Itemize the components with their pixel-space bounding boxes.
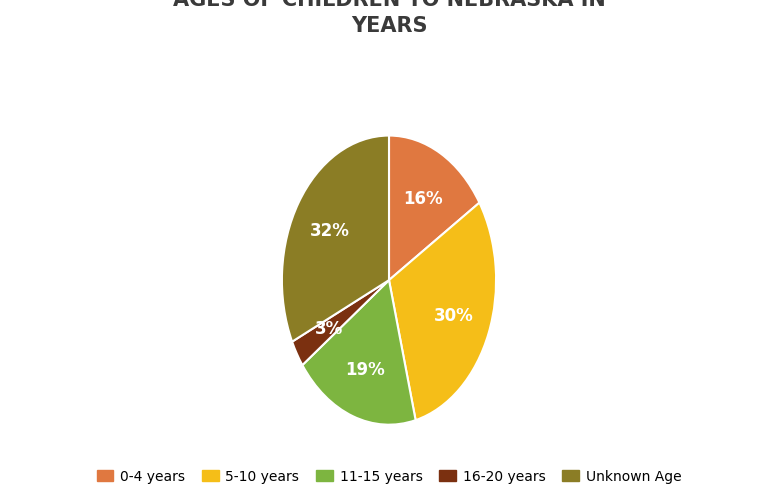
Text: 16%: 16% [403,189,443,207]
Wedge shape [389,136,479,281]
Text: 30%: 30% [434,306,474,324]
Wedge shape [282,136,389,342]
Text: 19%: 19% [345,360,385,378]
Title: AGES OF CHILDREN TO NEBRASKA IN
YEARS: AGES OF CHILDREN TO NEBRASKA IN YEARS [173,0,605,36]
Wedge shape [389,203,496,420]
Text: 3%: 3% [315,319,343,337]
Wedge shape [303,281,415,425]
Text: 32%: 32% [310,221,350,239]
Legend: 0-4 years, 5-10 years, 11-15 years, 16-20 years, Unknown Age: 0-4 years, 5-10 years, 11-15 years, 16-2… [91,464,687,489]
Wedge shape [292,281,389,365]
